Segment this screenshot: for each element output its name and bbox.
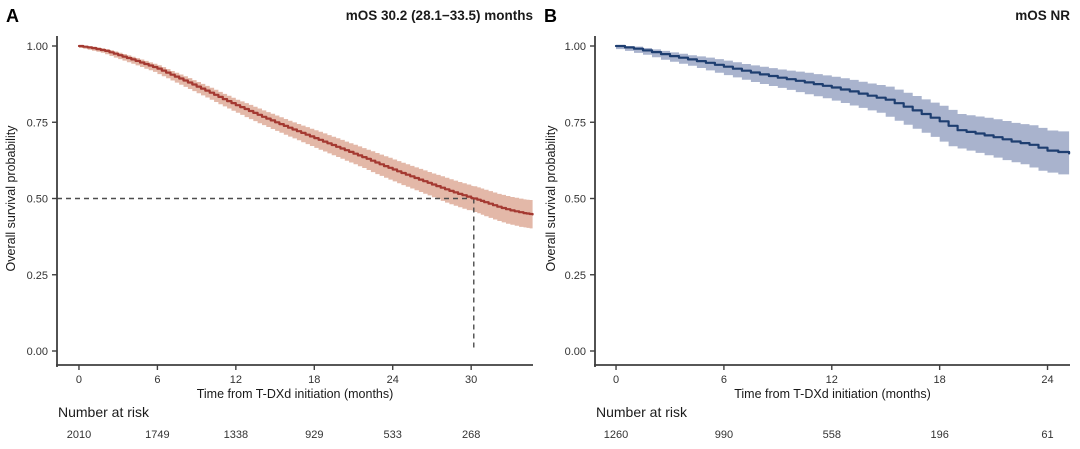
y-tick-label: 0.25	[565, 270, 586, 282]
risk-count: 533	[384, 429, 402, 441]
x-tick-label: 18	[934, 374, 946, 386]
risk-count: 1260	[604, 429, 628, 441]
y-tick-label: 1.00	[27, 41, 48, 53]
x-tick-label: 24	[387, 374, 399, 386]
x-tick-label: 0	[76, 374, 82, 386]
y-axis-title: Overall survival probability	[4, 125, 18, 272]
risk-count: 61	[1041, 429, 1053, 441]
x-axis-title: Time from T-DXd initiation (months)	[734, 387, 931, 401]
risk-count: 268	[462, 429, 480, 441]
x-tick-label: 6	[154, 374, 160, 386]
y-tick-label: 0.50	[27, 194, 48, 206]
x-tick-label: 24	[1041, 374, 1053, 386]
risk-table-label: Number at risk	[58, 404, 150, 420]
y-tick-label: 0.00	[565, 346, 586, 358]
risk-count: 1749	[145, 429, 169, 441]
panel-title: mOS NR	[1015, 8, 1070, 23]
risk-count: 990	[715, 429, 733, 441]
panel-label: B	[544, 6, 557, 26]
survival-curve	[77, 44, 534, 216]
y-tick-label: 0.75	[27, 117, 48, 129]
y-tick-label: 0.25	[27, 270, 48, 282]
x-axis-title: Time from T-DXd initiation (months)	[197, 387, 394, 401]
risk-count: 1338	[224, 429, 248, 441]
x-tick-label: 30	[465, 374, 477, 386]
y-tick-label: 0.75	[565, 117, 586, 129]
x-tick-label: 12	[826, 374, 838, 386]
y-tick-label: 0.50	[565, 194, 586, 206]
x-tick-label: 18	[308, 374, 320, 386]
risk-table-label: Number at risk	[596, 404, 688, 420]
risk-count: 2010	[67, 429, 91, 441]
confidence-band	[616, 46, 1070, 175]
x-tick-label: 12	[230, 374, 242, 386]
confidence-band	[79, 46, 533, 229]
y-tick-label: 1.00	[565, 41, 586, 53]
panel-label: A	[6, 6, 19, 26]
risk-count: 196	[930, 429, 948, 441]
y-tick-label: 0.00	[27, 346, 48, 358]
x-tick-label: 6	[721, 374, 727, 386]
panel-title: mOS 30.2 (28.1−33.5) months	[346, 8, 533, 23]
x-tick-label: 0	[613, 374, 619, 386]
survival-chart-b: 0.00 0.25 0.50 0.75 1.00 0 6 12 18 24 B mOS NR Time …	[544, 6, 1071, 441]
survival-chart-a: 0.00 0.25 0.50 0.75 1.00 0 6 12 18 24 30 A mOS 30.2 …	[4, 6, 534, 441]
survival-curve	[614, 44, 1071, 155]
risk-count: 929	[305, 429, 323, 441]
risk-count: 558	[823, 429, 841, 441]
y-axis-title: Overall survival probability	[544, 125, 558, 272]
